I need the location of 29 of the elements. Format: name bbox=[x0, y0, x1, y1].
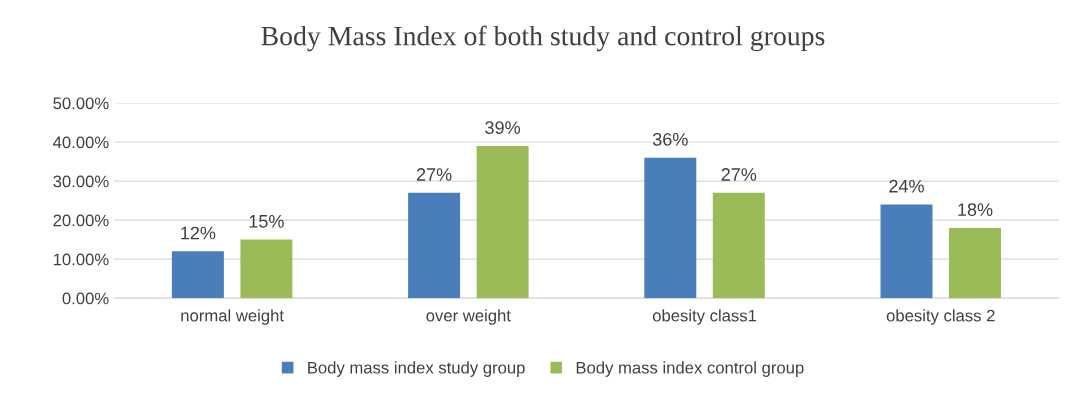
bar bbox=[476, 145, 529, 299]
data-label: 27% bbox=[721, 168, 757, 181]
data-label: 15% bbox=[249, 215, 284, 228]
x-tick-label: normal weight bbox=[181, 309, 284, 325]
data-label: 18% bbox=[958, 203, 993, 216]
y-tick-label: 50.00% bbox=[53, 97, 109, 110]
y-tick-label: 0.00% bbox=[62, 292, 109, 305]
data-label: 39% bbox=[485, 121, 521, 135]
data-label: 36% bbox=[652, 132, 688, 146]
y-tick-label: 10.00% bbox=[53, 253, 109, 266]
bar bbox=[408, 192, 461, 299]
legend-label: Body mass index control group bbox=[576, 361, 804, 377]
x-tick-label: obesity class 2 bbox=[886, 309, 995, 325]
data-label: 24% bbox=[889, 179, 924, 193]
x-tick-label: over weight bbox=[426, 309, 511, 325]
y-tick-label: 20.00% bbox=[53, 214, 109, 227]
bar bbox=[644, 157, 697, 299]
data-label: 27% bbox=[416, 168, 452, 181]
y-tick-label: 40.00% bbox=[53, 136, 109, 149]
bar bbox=[880, 204, 933, 299]
bar bbox=[949, 227, 1001, 299]
x-tick-label: obesity class1 bbox=[652, 309, 757, 325]
bar bbox=[240, 239, 293, 299]
y-tick-label: 30.00% bbox=[53, 175, 109, 188]
legend-label: Body mass index study group bbox=[308, 361, 525, 377]
bar bbox=[171, 251, 224, 299]
bar bbox=[712, 192, 765, 299]
chart-title: Body Mass Index of both study and control groups bbox=[261, 25, 825, 52]
data-label: 12% bbox=[181, 226, 216, 240]
